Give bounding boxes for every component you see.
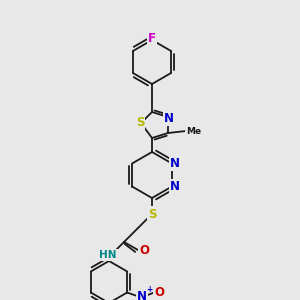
Text: HN: HN bbox=[99, 250, 117, 260]
Text: F: F bbox=[148, 32, 156, 44]
Text: N: N bbox=[170, 180, 180, 193]
Text: S: S bbox=[148, 208, 156, 220]
Text: Me: Me bbox=[186, 127, 202, 136]
Text: O: O bbox=[139, 244, 149, 256]
Text: O: O bbox=[154, 286, 164, 299]
Text: N: N bbox=[137, 290, 147, 300]
Text: N: N bbox=[170, 157, 180, 170]
Text: N: N bbox=[164, 112, 174, 124]
Text: +: + bbox=[146, 286, 152, 295]
Text: S: S bbox=[136, 116, 144, 130]
